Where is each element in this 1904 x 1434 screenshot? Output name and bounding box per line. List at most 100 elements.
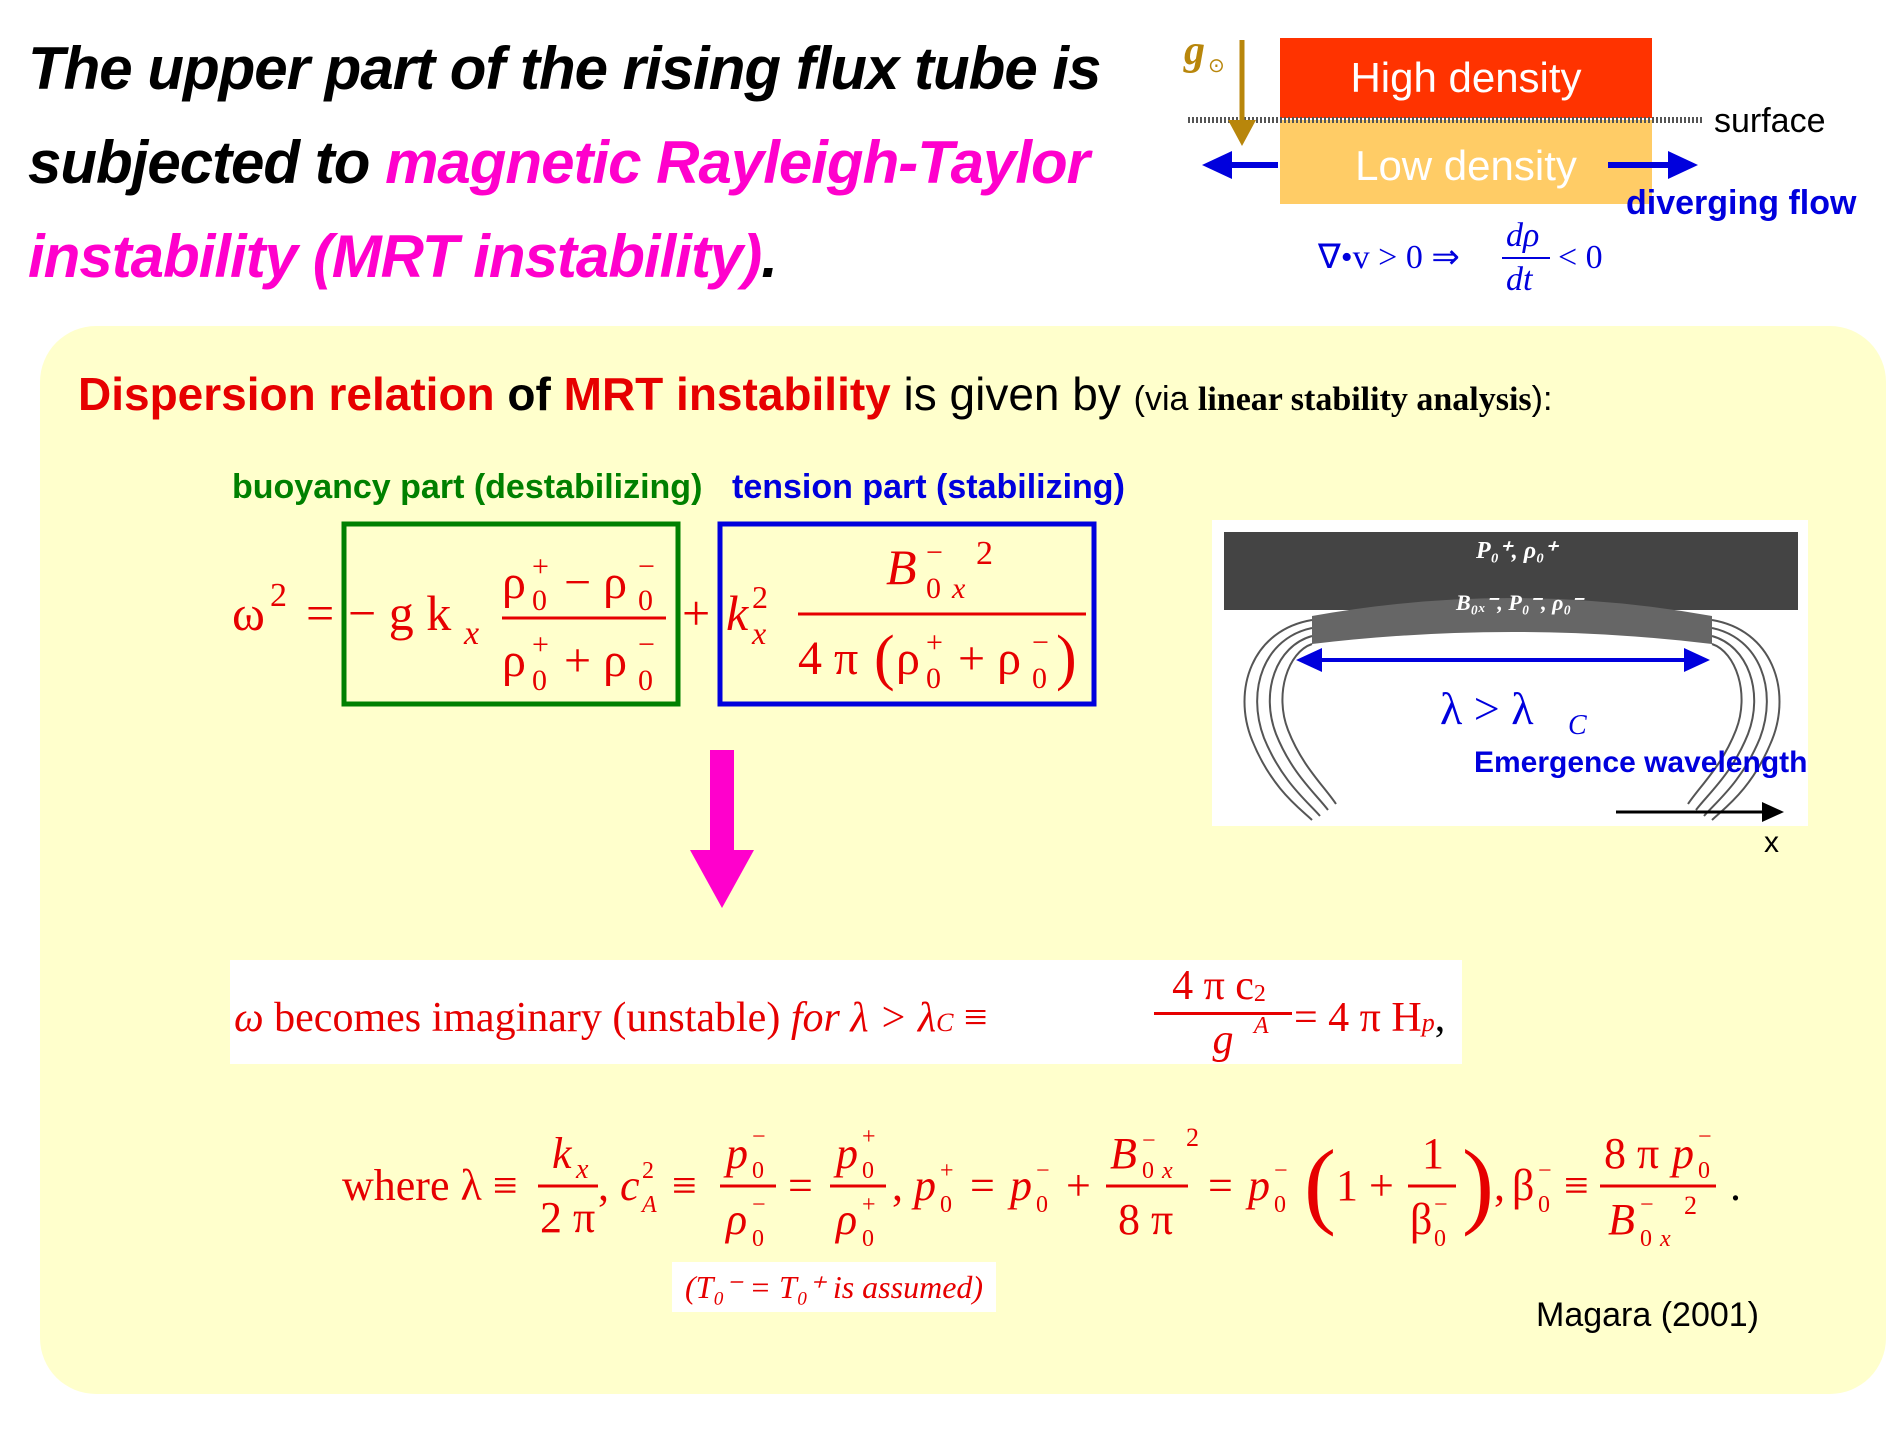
slide-title: The upper part of the rising flux tube i… — [28, 22, 1108, 304]
svg-text:k: k — [552, 1129, 573, 1178]
sub-c: C — [936, 1008, 954, 1037]
svg-text:−: − — [1434, 1192, 1448, 1218]
svg-text:0: 0 — [926, 662, 941, 695]
buoyancy-label: buoyancy part (destabilizing) — [232, 468, 703, 506]
svg-text:2 π: 2 π — [540, 1193, 595, 1242]
flux-tube-field-lines — [1243, 619, 1781, 821]
svg-text:c: c — [620, 1161, 640, 1210]
dispersion-equation: ω 2 = − g k x ρ +0 − ρ −0 ρ +0 + ρ −0 + k 2 … — [232, 521, 1097, 707]
for-text: for λ > λ — [790, 995, 937, 1041]
assumption-note: (T₀⁻ = T₀⁺ is assumed) — [672, 1262, 996, 1312]
becomes-text: becomes imaginary (unstable) — [263, 995, 791, 1041]
via-close: ): — [1531, 380, 1553, 418]
svg-text:B: B — [1608, 1195, 1635, 1244]
sub-p: p — [1421, 1008, 1435, 1037]
svg-text:−: − — [926, 536, 943, 569]
svg-text:1: 1 — [1422, 1129, 1444, 1178]
title-text: The upper part of the rising flux tube i… — [28, 35, 1101, 196]
svg-text:A: A — [640, 1192, 657, 1218]
svg-text:ω: ω — [232, 585, 265, 641]
svg-text:0: 0 — [638, 584, 653, 617]
wavelength-arrow-left — [1296, 648, 1322, 672]
svg-text:0: 0 — [1036, 1192, 1048, 1218]
svg-text:−: − — [1036, 1158, 1050, 1184]
emergence-label: Emergence wavelength — [1474, 746, 1807, 779]
lambda-sub-c: C — [1568, 710, 1587, 741]
svg-text:k: k — [726, 585, 749, 641]
svg-text:0: 0 — [1698, 1158, 1710, 1184]
svg-text:0: 0 — [752, 1158, 764, 1184]
svg-text:0: 0 — [1274, 1192, 1286, 1218]
svg-text:−: − — [638, 550, 655, 583]
svg-text:+ ρ: + ρ — [564, 634, 627, 687]
assumption-text: T₀⁻ = T₀⁺ is assumed — [695, 1269, 973, 1305]
svg-text:2: 2 — [752, 579, 768, 615]
equiv-symbol: ≡ — [953, 995, 988, 1041]
x-axis-label: x — [1764, 826, 1779, 859]
svg-text:x: x — [575, 1154, 589, 1185]
svg-text:+: + — [1066, 1161, 1091, 1210]
svg-text:1 +: 1 + — [1336, 1161, 1394, 1210]
svg-text:0: 0 — [1640, 1226, 1652, 1252]
svg-text:p: p — [833, 1129, 858, 1178]
svg-text:−: − — [1032, 626, 1049, 659]
svg-text:=: = — [970, 1161, 995, 1210]
svg-text:x: x — [951, 572, 966, 605]
via-open: (via — [1133, 380, 1198, 418]
buoyancy-box — [341, 521, 681, 707]
svg-text:+ ρ: + ρ — [958, 632, 1021, 685]
down-arrow — [690, 750, 754, 908]
svg-text:0: 0 — [1434, 1226, 1446, 1252]
svg-text:≡: ≡ — [1564, 1161, 1589, 1210]
dispersion-heading: Dispersion relation of MRT instability i… — [78, 364, 1552, 430]
reference: Magara (2001) — [1536, 1296, 1760, 1334]
svg-text:β: β — [1410, 1195, 1432, 1244]
gravity-arrow-head — [1228, 120, 1256, 146]
sun-symbol: ⊙ — [1208, 55, 1225, 77]
mid-layer-label: B₀ₓ⁻, P₀⁻, ρ₀⁻ — [1455, 590, 1585, 615]
svg-text:4 π: 4 π — [798, 632, 858, 685]
svg-text:0: 0 — [862, 1226, 874, 1252]
svg-text:+: + — [682, 585, 710, 641]
diverging-flow-label: diverging flow — [1626, 184, 1857, 222]
svg-text:=: = — [306, 585, 334, 641]
svg-text:,: , — [598, 1161, 609, 1210]
svg-text:−: − — [752, 1192, 766, 1218]
svg-text:B: B — [886, 539, 917, 595]
dt: dt — [1506, 261, 1534, 298]
svg-text:−: − — [1640, 1192, 1654, 1218]
svg-text:0: 0 — [1538, 1192, 1550, 1218]
svg-text:p: p — [1669, 1129, 1694, 1178]
svg-text:x: x — [463, 615, 479, 652]
surface-label: surface — [1714, 102, 1826, 140]
scale-height-eq: = 4 π H — [1294, 995, 1422, 1041]
svg-text:ρ: ρ — [834, 1195, 857, 1244]
svg-text:p: p — [723, 1129, 748, 1178]
x-axis-arrow-head — [1762, 802, 1784, 822]
flow-arrow-right-head — [1668, 151, 1698, 179]
svg-text:−: − — [1538, 1158, 1552, 1184]
low-density-label: Low density — [1355, 142, 1577, 189]
svg-text:,: , — [892, 1161, 903, 1210]
comma: , — [1434, 995, 1446, 1041]
svg-text:ρ: ρ — [502, 556, 526, 609]
given-text: is given by — [890, 368, 1134, 420]
critical-denominator: g — [1212, 1017, 1234, 1063]
svg-text:p: p — [1245, 1161, 1270, 1210]
top-layer-label: P₀⁺, ρ₀⁺ — [1475, 538, 1559, 564]
sup-two: 2 — [1253, 981, 1266, 1007]
svg-text:2: 2 — [976, 535, 993, 572]
lambda-relation: λ > λ — [1440, 683, 1534, 734]
mrt-instability-text: MRT instability — [563, 368, 891, 420]
svg-text:+: + — [862, 1192, 876, 1218]
svg-text:2: 2 — [642, 1158, 654, 1184]
svg-text:(: ( — [1304, 1130, 1336, 1237]
svg-text:+: + — [532, 628, 549, 661]
svg-text:+: + — [862, 1124, 876, 1150]
svg-text:=: = — [788, 1161, 813, 1210]
density-diagram: High density Low density surface g ⊙ div… — [1183, 28, 1857, 298]
tension-label: tension part (stabilizing) — [732, 468, 1125, 506]
svg-text:): ) — [1462, 1130, 1494, 1237]
svg-text:+: + — [940, 1158, 954, 1184]
svg-text:−: − — [1274, 1158, 1288, 1184]
